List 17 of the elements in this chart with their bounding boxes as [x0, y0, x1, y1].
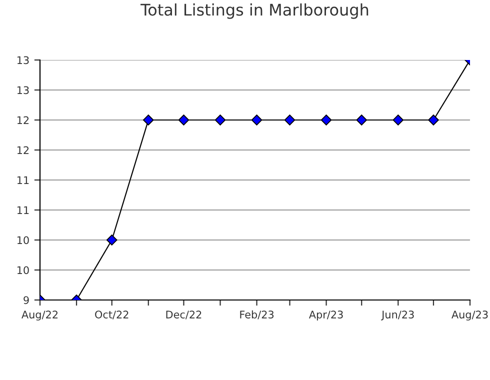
y-tick-label: 12: [17, 116, 29, 124]
y-tick-label: 11: [17, 176, 29, 184]
y-tick-label: 13: [17, 86, 29, 94]
y-tick-label: 9: [24, 296, 29, 304]
y-tick-label: 11: [17, 206, 29, 214]
x-tick-label: Aug/22: [22, 310, 58, 320]
x-tick-label: Jun/23: [381, 310, 414, 320]
chart-title: Total Listings in Marlborough: [140, 3, 368, 19]
y-tick-label: 10: [17, 266, 29, 274]
y-tick-label: 10: [17, 236, 29, 244]
x-tick-label: Dec/22: [166, 310, 202, 320]
x-tick-label: Aug/23: [452, 310, 488, 320]
x-tick-label: Apr/23: [308, 310, 343, 320]
y-tick-label: 12: [17, 146, 29, 154]
x-tick-label: Oct/22: [95, 310, 128, 320]
x-tick-label: Feb/23: [240, 310, 274, 320]
y-tick-label: 13: [17, 56, 29, 64]
